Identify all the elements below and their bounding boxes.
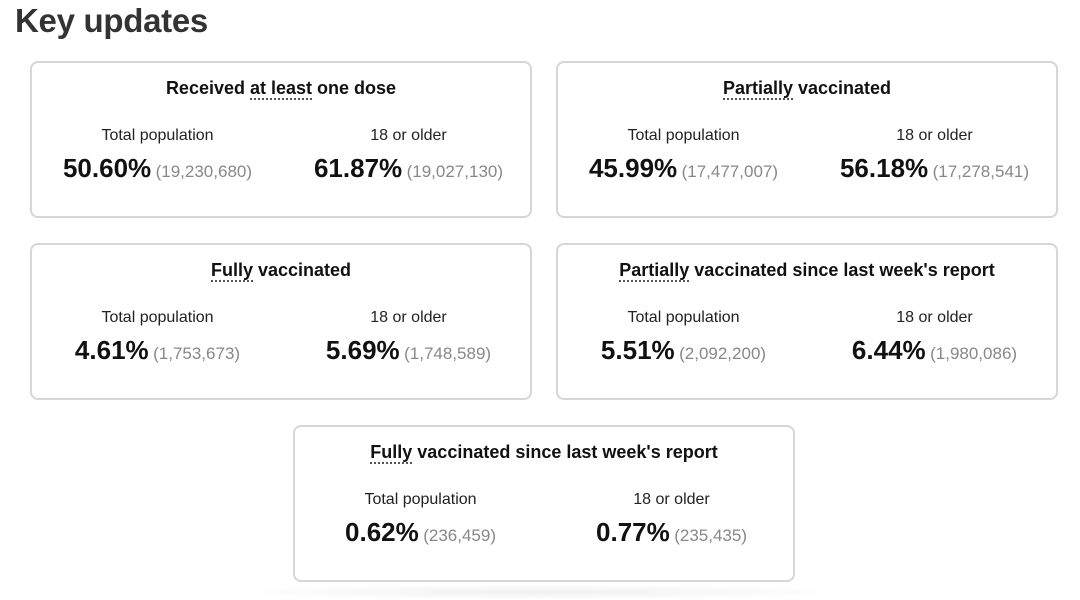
stat-18-or-older: 18 or older 5.69% (1,748,589): [283, 309, 534, 366]
stat-percent: 6.44%: [851, 335, 926, 365]
card-fully-vaccinated-since-last-week: Fully vaccinated since last week's repor…: [293, 425, 795, 582]
card-received-at-least-one-dose: Received at least one dose Total populat…: [30, 61, 532, 218]
stat-count: (1,980,086): [930, 344, 1018, 363]
stat-total-population: Total population 5.51% (2,092,200): [558, 309, 809, 366]
card-title-suffix: one dose: [312, 78, 397, 98]
stat-count: (17,477,007): [681, 162, 779, 181]
stat-18-or-older: 18 or older 0.77% (235,435): [546, 491, 797, 548]
term-tooltip-partially[interactable]: Partially: [619, 260, 690, 282]
stat-count: (2,092,200): [679, 344, 767, 363]
stat-label: Total population: [627, 309, 740, 326]
stat-percent: 45.99%: [588, 153, 678, 183]
stat-count: (19,230,680): [155, 162, 253, 181]
stat-percent: 5.51%: [600, 335, 675, 365]
stat-percent: 0.62%: [345, 517, 419, 547]
stat-label: 18 or older: [370, 309, 447, 326]
card-title-suffix: vaccinated: [252, 260, 352, 280]
card-title-prefix: Received: [165, 78, 250, 98]
card-title-suffix: vaccinated since last week's report: [689, 260, 995, 280]
bottom-shadow: [220, 584, 860, 600]
stat-label: Total population: [101, 127, 214, 144]
stat-18-or-older: 18 or older 56.18% (17,278,541): [809, 127, 1060, 184]
card-title-suffix: vaccinated: [792, 78, 892, 98]
term-tooltip-fully[interactable]: Fully: [370, 442, 413, 464]
stat-percent: 56.18%: [839, 153, 929, 183]
stat-18-or-older: 18 or older 61.87% (19,027,130): [283, 127, 534, 184]
stat-count: (17,278,541): [932, 162, 1030, 181]
stat-total-population: Total population 45.99% (17,477,007): [558, 127, 809, 184]
term-tooltip-fully[interactable]: Fully: [210, 260, 253, 282]
card-partially-vaccinated: Partially vaccinated Total population 45…: [556, 61, 1058, 218]
stat-count: (236,459): [423, 526, 496, 545]
card-fully-vaccinated: Fully vaccinated Total population 4.61% …: [30, 243, 532, 400]
card-title: Fully vaccinated: [32, 260, 530, 282]
page-heading: Key updates: [15, 2, 208, 39]
stat-percent: 61.87%: [313, 153, 403, 183]
term-tooltip-at-least[interactable]: at least: [250, 78, 313, 100]
stat-total-population: Total population 0.62% (236,459): [295, 491, 546, 548]
stat-label: Total population: [101, 309, 214, 326]
card-title: Partially vaccinated since last week's r…: [558, 260, 1056, 282]
card-title: Received at least one dose: [32, 78, 530, 100]
stat-label: 18 or older: [633, 491, 710, 508]
stat-label: 18 or older: [370, 127, 447, 144]
card-title: Partially vaccinated: [558, 78, 1056, 100]
card-partially-vaccinated-since-last-week: Partially vaccinated since last week's r…: [556, 243, 1058, 400]
stat-count: (1,753,673): [153, 344, 241, 363]
stat-percent: 4.61%: [74, 335, 149, 365]
stat-percent: 50.60%: [62, 153, 152, 183]
stat-count: (1,748,589): [404, 344, 492, 363]
term-tooltip-partially[interactable]: Partially: [722, 78, 793, 100]
stat-percent: 0.77%: [596, 517, 670, 547]
stat-label: Total population: [364, 491, 477, 508]
stat-count: (235,435): [674, 526, 747, 545]
stat-total-population: Total population 4.61% (1,753,673): [32, 309, 283, 366]
stat-total-population: Total population 50.60% (19,230,680): [32, 127, 283, 184]
card-title-suffix: vaccinated since last week's report: [412, 442, 718, 462]
stat-label: 18 or older: [896, 127, 973, 144]
stat-percent: 5.69%: [325, 335, 400, 365]
stat-count: (19,027,130): [406, 162, 504, 181]
stat-label: Total population: [627, 127, 740, 144]
stat-18-or-older: 18 or older 6.44% (1,980,086): [809, 309, 1060, 366]
card-title: Fully vaccinated since last week's repor…: [295, 442, 793, 464]
stat-label: 18 or older: [896, 309, 973, 326]
